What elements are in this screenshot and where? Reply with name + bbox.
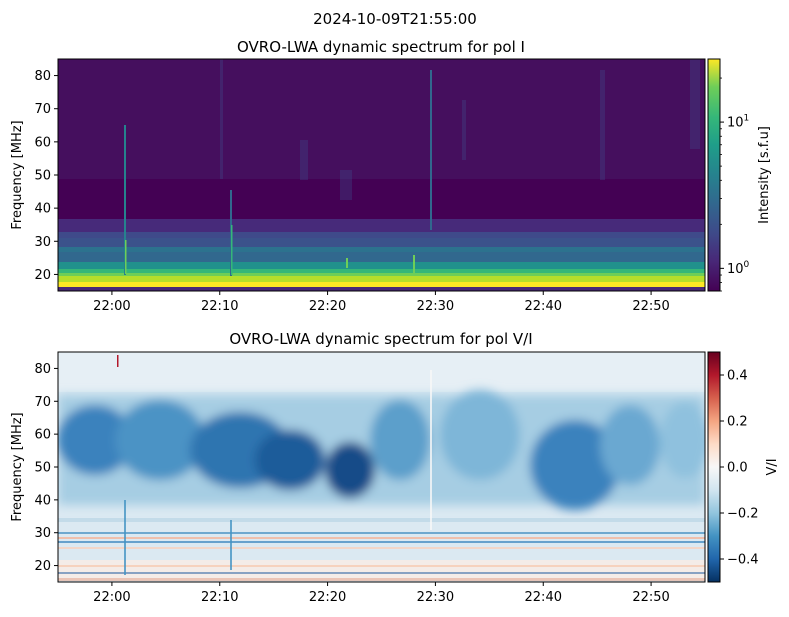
bottom-low-stripes [58,518,705,581]
bottom-panel: OVRO-LWA dynamic spectrum for pol V/I [10,330,780,605]
bottom-cb-tick-label: 0.0 [727,461,748,476]
bottom-xtick-label: 22:10 [201,590,238,605]
top-xtick-label: 22:10 [201,299,238,314]
bottom-xtick-label: 22:50 [632,590,669,605]
top-band-16 [58,287,705,291]
bottom-ytick-label: 20 [34,559,51,574]
top-bursts [124,70,432,276]
top-ytick-label: 80 [34,69,51,84]
top-band-20 [58,273,705,276]
bottom-ytick-label: 50 [34,461,51,476]
top-ytick-label: 20 [34,268,51,283]
bottom-ytick-label: 30 [34,526,51,541]
top-colorbar-label: Intensity [s.f.u] [757,126,772,224]
bottom-ytick-label: 70 [34,395,51,410]
top-xtick-label: 22:20 [309,299,346,314]
bottom-ytick-label: 60 [34,428,51,443]
bottom-panel-title: OVRO-LWA dynamic spectrum for pol V/I [229,330,532,348]
burst-2210-core [231,225,233,275]
top-ytick-label: 70 [34,102,51,117]
top-yticks: 20 30 40 50 60 70 80 [34,69,58,283]
bottom-ylabel: Frequency [MHz] [10,412,25,521]
top-cb-tick-label: 100 [727,260,750,277]
bottom-ytick-label: 80 [34,362,51,377]
top-band-22 [58,262,705,269]
bottom-top-pale [58,352,705,392]
bottom-yticks: 20 30 40 50 60 70 80 [34,362,58,574]
bottom-xtick-label: 22:40 [525,590,562,605]
top-cb-tick-label: 101 [727,114,749,131]
bottom-cb-tick-label: −0.4 [727,553,759,568]
burst-2230 [430,70,432,230]
top-panel: OVRO-LWA dynamic spectrum for pol I [10,38,772,314]
burst-2228 [413,255,415,273]
top-heatmap [58,59,705,291]
top-ytick-label: 40 [34,202,51,217]
top-band-27 [58,247,705,252]
top-ytick-label: 60 [34,135,51,150]
top-xtick-label: 22:40 [525,299,562,314]
top-cb-tick-exp: 0 [744,260,750,270]
top-band-25 [58,252,705,262]
bottom-cb-tick-label: −0.2 [727,507,759,522]
bottom-negative-blobs [58,390,705,510]
bottom-colorbar-label: V/I [765,458,780,475]
bottom-xtick-label: 22:20 [309,590,346,605]
burst-2201-core [125,240,127,274]
top-xticks: 22:00 22:10 22:20 22:30 22:40 22:50 [93,291,670,314]
top-band-17 [58,282,705,287]
top-xtick-label: 22:00 [93,299,130,314]
figure-suptitle: 2024-10-09T21:55:00 [313,10,477,28]
top-heatmap-upper [58,59,705,179]
bottom-colorbar [707,351,721,583]
top-band-19 [58,276,705,282]
bottom-xtick-label: 22:00 [93,590,130,605]
top-ytick-label: 30 [34,235,51,250]
top-band-32 [58,232,705,238]
top-band-30 [58,238,705,248]
top-xtick-label: 22:30 [417,299,454,314]
bottom-cb-tick-label: 0.4 [727,369,748,384]
top-ytick-label: 50 [34,169,51,184]
top-colorbar [707,58,721,292]
top-band-36 [58,219,705,233]
bottom-colorbar-ticks: 0.4 0.2 0.0 −0.2 −0.4 [720,369,759,568]
burst-2221 [346,258,348,268]
bottom-heatmap [58,352,705,582]
top-cb-tick-exp: 1 [744,114,750,124]
bottom-ytick-label: 40 [34,493,51,508]
top-ylabel: Frequency [MHz] [10,120,25,229]
top-panel-title: OVRO-LWA dynamic spectrum for pol I [237,38,525,56]
top-xtick-label: 22:50 [632,299,669,314]
top-band-21 [58,269,705,273]
bottom-xticks: 22:00 22:10 22:20 22:30 22:40 22:50 [93,582,670,605]
bottom-cb-tick-label: 0.2 [727,415,748,430]
burst-2201 [124,125,126,275]
top-streaks [220,59,700,200]
bottom-bursts [117,355,432,575]
bottom-xtick-label: 22:30 [417,590,454,605]
top-colorbar-ticks: 100 101 [720,77,750,292]
